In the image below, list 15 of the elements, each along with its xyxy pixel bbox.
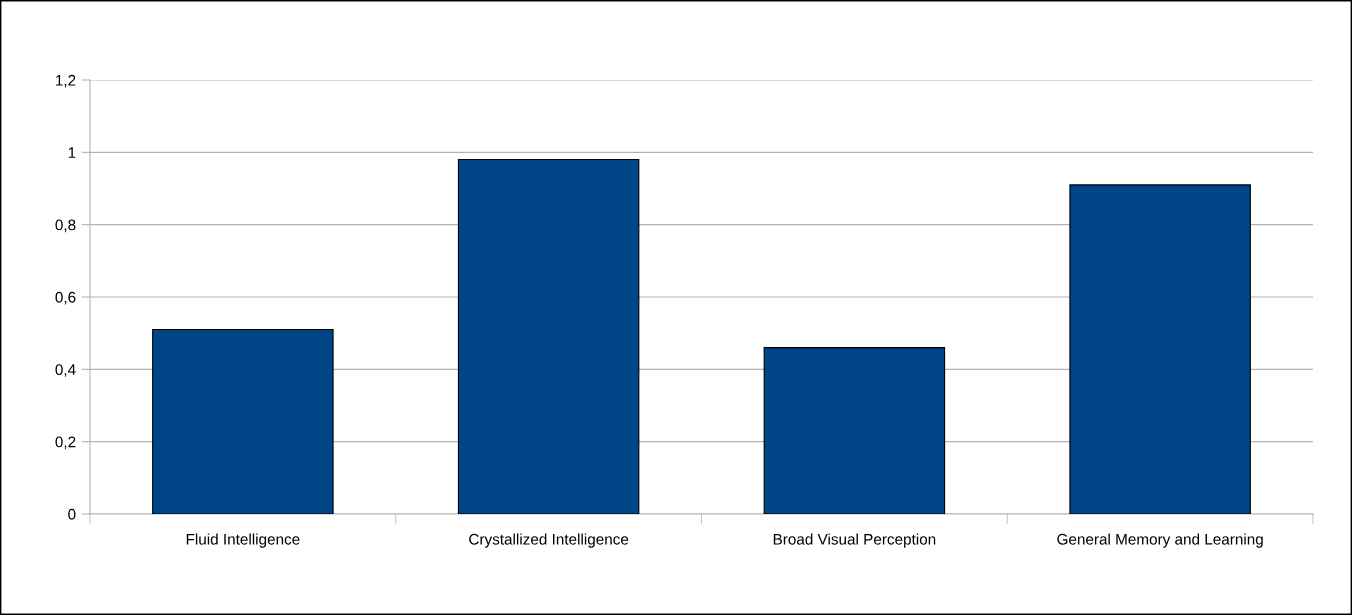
y-tick-label: 0,4 [55, 364, 76, 377]
y-tick-label: 1 [68, 147, 76, 158]
y-tick-label: 0 [68, 508, 76, 520]
bar [152, 328, 334, 514]
bar [1069, 184, 1251, 514]
bar [457, 159, 640, 514]
x-tick-label: Crystallized Intelligence [469, 533, 629, 548]
y-tick-label: 0,2 [55, 436, 76, 450]
y-tick-label: 0,8 [55, 219, 76, 233]
x-tick-label: Broad Visual Perception [773, 533, 936, 548]
bar [763, 347, 946, 514]
x-tick-label: Fluid Intelligence [186, 533, 300, 548]
x-tick-label: General Memory and Learning [1057, 533, 1263, 548]
y-tick-label: 1,2 [56, 74, 76, 88]
y-tick-label: 0,6 [55, 291, 76, 305]
